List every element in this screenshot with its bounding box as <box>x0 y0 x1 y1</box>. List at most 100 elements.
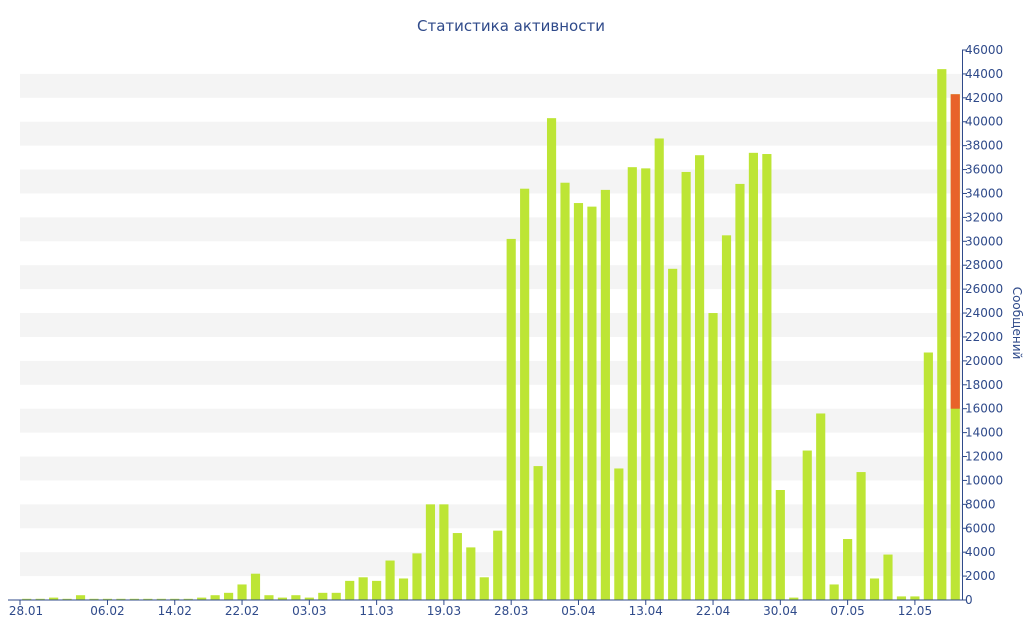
grid-band <box>20 360 962 385</box>
bar <box>291 595 301 600</box>
bar <box>802 450 812 600</box>
y-tick-label: 10000 <box>965 473 1003 487</box>
y-tick-label: 26000 <box>965 282 1003 296</box>
bar <box>910 596 920 600</box>
bar <box>277 597 287 600</box>
x-tick-label: 19.03 <box>427 604 461 618</box>
bar <box>896 596 907 600</box>
y-tick-label: 24000 <box>965 306 1003 320</box>
bar <box>304 597 314 600</box>
bar <box>264 595 274 600</box>
y-tick-label: 20000 <box>965 354 1003 368</box>
bar <box>197 597 207 600</box>
bar <box>883 554 893 600</box>
y-tick-label: 38000 <box>965 139 1003 153</box>
y-tick-label: 0 <box>965 593 973 607</box>
y-tick-label: 46000 <box>965 43 1003 57</box>
bar <box>129 598 139 600</box>
bar <box>439 504 449 600</box>
bar <box>520 188 530 600</box>
bar <box>735 183 745 601</box>
x-tick-label: 07.05 <box>830 604 864 618</box>
bar <box>748 152 758 600</box>
x-tick-label: 11.03 <box>359 604 393 618</box>
x-tick-label: 22.02 <box>225 604 259 618</box>
bar <box>533 466 543 600</box>
bar <box>250 573 261 600</box>
y-tick-label: 36000 <box>965 163 1003 177</box>
bar <box>923 352 933 600</box>
bar <box>493 530 503 600</box>
bar <box>466 547 476 600</box>
bar <box>762 154 772 601</box>
bar <box>937 69 947 600</box>
x-tick-label: 22.04 <box>696 604 730 618</box>
bar <box>143 598 153 600</box>
y-axis-label: Сообщений <box>1010 287 1024 360</box>
bar <box>75 595 86 600</box>
bar <box>681 171 691 600</box>
x-tick-label: 06.02 <box>90 604 124 618</box>
bar-highlight-segment <box>950 94 960 409</box>
y-tick-label: 40000 <box>965 115 1003 129</box>
y-tick-label: 42000 <box>965 91 1003 105</box>
axes <box>8 50 963 601</box>
y-tick-label: 14000 <box>965 426 1003 440</box>
bar <box>789 597 799 600</box>
bar <box>116 598 126 600</box>
bar <box>869 578 880 600</box>
bar <box>587 206 597 600</box>
bar <box>775 490 785 600</box>
x-tick-label: 03.03 <box>292 604 326 618</box>
grid-band <box>20 121 962 146</box>
bar <box>641 168 651 600</box>
bar <box>89 598 99 600</box>
y-tick-label: 32000 <box>965 210 1003 224</box>
y-axis-ticks: 0 2000 4000 6000 8000 10000 12000 14000 16000 180… <box>962 43 1003 607</box>
y-tick-label: 44000 <box>965 67 1003 81</box>
bar-series <box>22 69 960 601</box>
y-tick-label: 18000 <box>965 378 1003 392</box>
bar <box>708 313 718 600</box>
bar <box>62 598 72 600</box>
y-tick-label: 2000 <box>965 569 996 583</box>
bar <box>170 598 180 600</box>
grid-band <box>20 73 962 98</box>
bar <box>345 580 355 600</box>
y-tick-label: 16000 <box>965 402 1003 416</box>
bar <box>600 189 610 601</box>
y-tick-label: 22000 <box>965 330 1003 344</box>
bar <box>318 592 328 600</box>
grid-band <box>20 265 962 290</box>
bar <box>856 472 866 600</box>
bar <box>102 598 113 600</box>
bar <box>695 155 705 600</box>
bar <box>224 592 234 600</box>
bar <box>331 592 341 600</box>
bar <box>183 598 193 600</box>
bar <box>627 167 637 600</box>
x-tick-label: 28.01 <box>9 604 43 618</box>
bar <box>816 413 826 600</box>
bar <box>237 584 247 600</box>
bar <box>398 578 409 600</box>
y-tick-label: 6000 <box>965 521 996 535</box>
bar <box>412 553 422 600</box>
bar <box>560 182 570 600</box>
grid-band <box>20 217 962 242</box>
y-tick-label: 4000 <box>965 545 996 559</box>
grid-band <box>20 169 962 194</box>
y-tick-label: 30000 <box>965 234 1003 248</box>
bar <box>425 504 436 600</box>
bar <box>573 203 584 601</box>
grid-bands <box>20 73 962 577</box>
bar <box>49 597 59 600</box>
bar <box>372 580 382 600</box>
x-tick-label: 13.04 <box>629 604 663 618</box>
bar <box>358 577 368 600</box>
bar <box>452 533 462 600</box>
bar <box>506 238 516 601</box>
bar <box>668 268 678 600</box>
